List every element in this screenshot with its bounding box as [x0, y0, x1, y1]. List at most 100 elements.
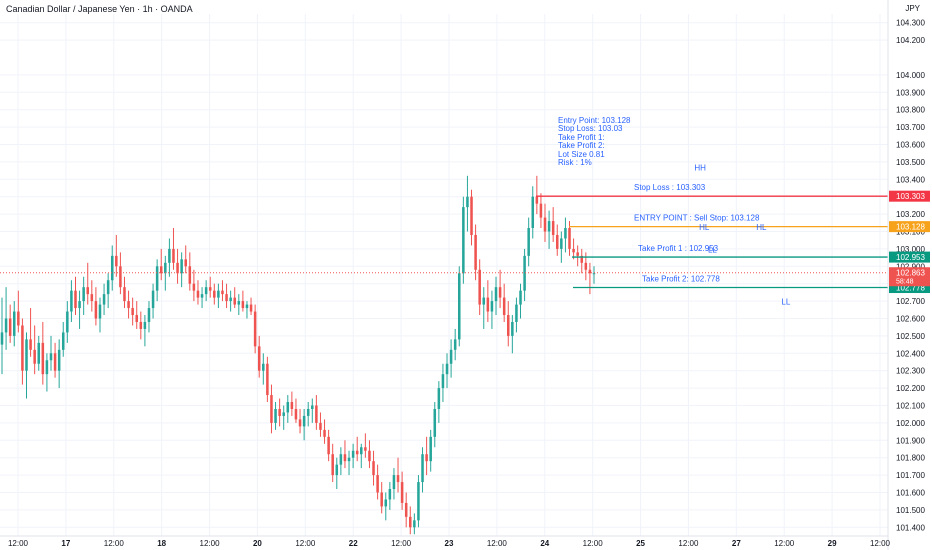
candle-body	[339, 454, 343, 465]
candle-body	[478, 269, 481, 305]
candle-body	[123, 287, 126, 302]
level-label: Take Profit 2: 102.778	[642, 275, 720, 284]
candle-body	[90, 294, 94, 302]
candle-body	[110, 255, 114, 281]
candle-body	[306, 408, 310, 416]
price-tick-label: 103.200	[896, 210, 925, 219]
price-tick-label: 103.000	[896, 245, 925, 254]
price-tick-label: 101.700	[896, 471, 925, 480]
candle-body	[82, 287, 85, 302]
price-tick-label: 103.700	[896, 123, 925, 132]
candle-body	[106, 280, 110, 295]
candle-body	[229, 297, 232, 302]
candle-body	[192, 283, 196, 291]
candle-body	[290, 402, 294, 409]
candle-body	[543, 217, 547, 232]
time-tick-label: 20	[253, 539, 262, 548]
candle-body	[102, 294, 106, 305]
candle-body	[257, 346, 261, 371]
price-tick-label: 101.900	[896, 436, 925, 445]
candle-body	[298, 419, 302, 427]
time-tick-label: 18	[157, 539, 166, 548]
candle-body	[515, 304, 518, 322]
time-tick-label: 22	[349, 539, 358, 548]
current-price-tag	[889, 267, 930, 287]
candle-body	[12, 311, 16, 336]
candle-body	[94, 301, 98, 319]
candle-body	[323, 429, 326, 437]
candle-body	[347, 457, 351, 462]
time-tick-label: 23	[445, 539, 454, 548]
candle-body	[470, 196, 473, 235]
structure-labels: HH HL LL HL LL	[694, 164, 791, 307]
candle-body	[425, 454, 428, 462]
candle-body	[127, 301, 130, 309]
candle-body	[70, 290, 73, 312]
candle-body	[155, 266, 159, 291]
candle-body	[421, 454, 424, 483]
currency-label: JPY	[905, 4, 920, 13]
candle-body	[249, 304, 253, 312]
candle-body	[592, 273, 596, 275]
candle-body	[180, 259, 183, 274]
time-tick-label: 12:00	[774, 539, 795, 548]
candle-body	[584, 262, 588, 270]
candle-body	[53, 353, 57, 371]
time-tick-label: 12:00	[870, 539, 891, 548]
candle-body	[204, 287, 208, 295]
candle-body	[241, 301, 245, 309]
time-tick-label: 27	[732, 539, 741, 548]
time-tick-label: 12:00	[295, 539, 316, 548]
candle-body	[413, 520, 416, 528]
candle-body	[74, 290, 77, 309]
candle-body	[429, 436, 432, 462]
price-tick-label: 102.400	[896, 349, 925, 358]
candle-body	[458, 273, 461, 340]
candle-body	[539, 203, 543, 218]
time-axis[interactable]: 12:00 17 12:00 18 12:00 20 12:00 22 12:00 23 12:00…	[0, 535, 891, 548]
price-tag	[889, 251, 930, 263]
candle-body	[17, 311, 20, 326]
price-tick-label: 102.500	[896, 332, 925, 341]
candle-body	[61, 332, 65, 350]
price-tick-label: 102.200	[896, 384, 925, 393]
candle-body	[131, 308, 134, 316]
candle-body	[168, 248, 171, 263]
candle-body	[164, 262, 167, 274]
candle-body	[494, 287, 498, 302]
candle-body	[380, 492, 383, 507]
candle-body	[262, 363, 265, 371]
price-tag	[889, 221, 930, 233]
candle-body	[0, 332, 4, 345]
candle-body	[551, 221, 555, 235]
candle-body	[221, 290, 224, 295]
price-axis[interactable]: 104.300 104.200 104.000 103.900 103.800 103.7…	[887, 0, 930, 550]
candle-body	[135, 315, 138, 322]
candle-body	[588, 269, 592, 274]
price-tick-label: 104.200	[896, 36, 925, 45]
candle-body	[498, 287, 502, 298]
candle-body	[225, 294, 228, 302]
candle-body	[41, 342, 45, 375]
annotation-line: Lot Size 0.81	[558, 149, 605, 159]
candle-body	[437, 388, 441, 409]
candle-body	[57, 349, 61, 371]
candle-body	[143, 321, 147, 329]
candle-body	[188, 266, 192, 284]
candle-body	[217, 290, 220, 298]
level-label: ENTRY POINT : Sell Stop: 103.128	[634, 214, 760, 223]
candle-body	[151, 290, 155, 309]
candle-body	[29, 339, 32, 350]
candle-body	[433, 408, 437, 437]
price-tag-label: 103.128	[896, 223, 925, 232]
candle-body	[315, 405, 318, 423]
price-tag	[889, 190, 930, 202]
candle-body	[519, 290, 522, 305]
candle-body	[311, 405, 314, 409]
structure-label: HH	[694, 164, 706, 173]
candle-body	[266, 363, 269, 396]
candle-body	[404, 502, 408, 517]
price-tick-label: 102.900	[896, 262, 925, 271]
candle-body	[351, 450, 355, 458]
